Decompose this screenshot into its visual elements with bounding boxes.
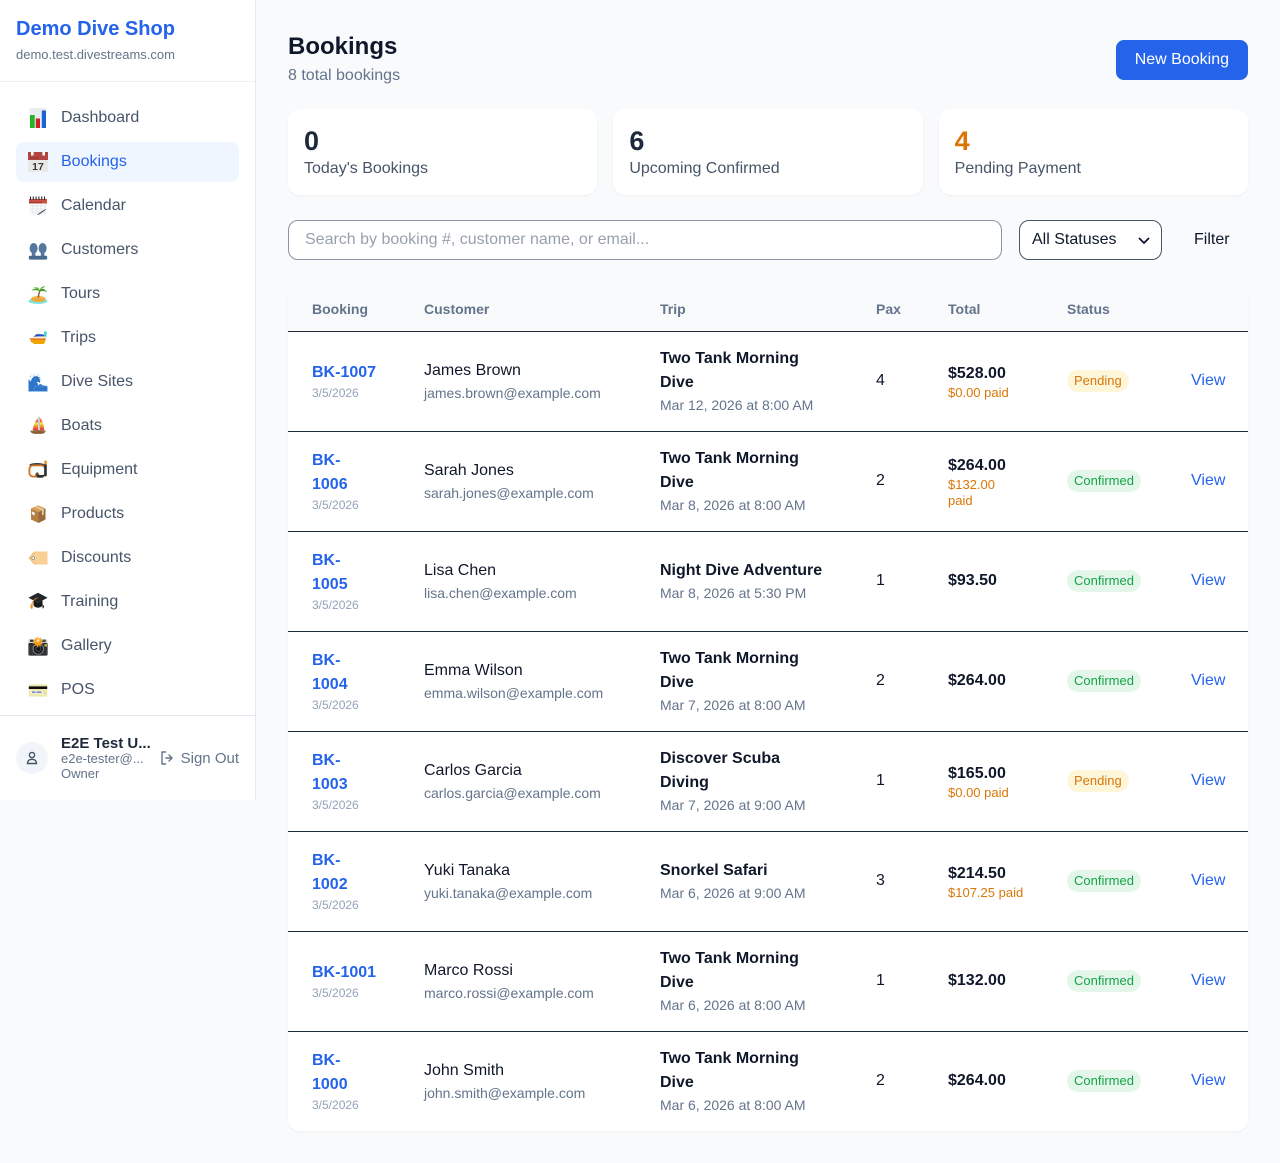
svg-text:17: 17 <box>32 161 44 172</box>
